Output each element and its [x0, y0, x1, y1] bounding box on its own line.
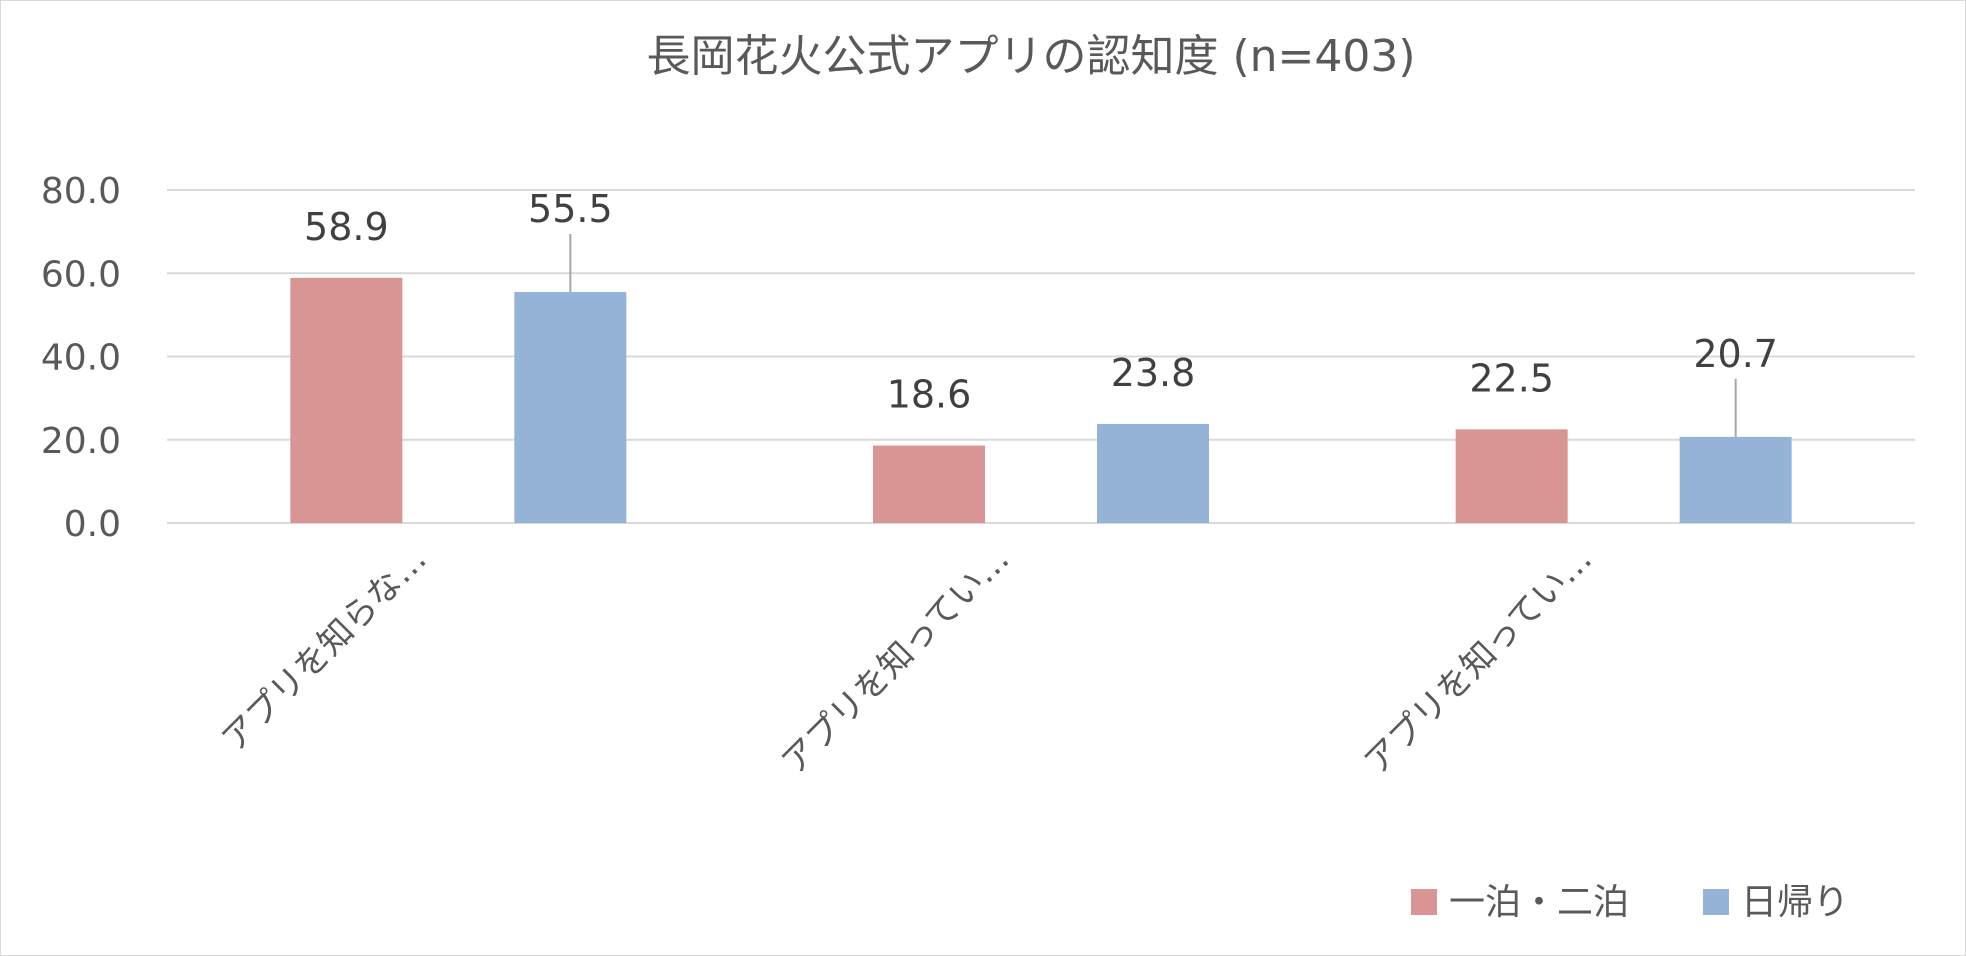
- data-label: 20.7: [1693, 332, 1778, 376]
- bar: [514, 291, 627, 523]
- data-label: 58.9: [304, 205, 389, 249]
- data-label: 22.5: [1469, 356, 1554, 400]
- y-tick-label: 60.0: [41, 254, 121, 295]
- bar: [1455, 429, 1568, 523]
- data-label: 23.8: [1111, 351, 1196, 395]
- y-tick-label: 0.0: [64, 504, 121, 545]
- bars: [290, 277, 1792, 523]
- y-axis-ticks: 0.0 20.0 40.0 60.0 80.0: [41, 171, 121, 545]
- chart-title: 長岡花火公式アプリの認知度 (n=403): [646, 31, 1415, 82]
- y-tick-label: 40.0: [41, 338, 121, 379]
- bar: [290, 277, 403, 523]
- legend-swatch: [1703, 889, 1729, 915]
- legend-label: 一泊・二泊: [1449, 882, 1629, 923]
- bar: [1097, 423, 1209, 523]
- data-label: 18.6: [887, 373, 972, 417]
- data-labels: 58.9 55.5 18.6 23.8 22.5 20.7: [304, 187, 1778, 437]
- legend: 一泊・二泊 日帰り: [1411, 882, 1849, 923]
- bar: [1679, 436, 1792, 523]
- y-tick-label: 20.0: [41, 421, 121, 462]
- legend-label: 日帰り: [1741, 882, 1849, 923]
- category-label: アプリを知ってい…: [1357, 539, 1600, 782]
- data-label: 55.5: [528, 187, 613, 231]
- category-labels: アプリを知らな… アプリを知ってい… アプリを知ってい…: [214, 539, 1600, 782]
- category-label: アプリを知ってい…: [774, 539, 1017, 782]
- bar: [873, 445, 985, 523]
- y-tick-label: 80.0: [41, 171, 121, 212]
- category-label: アプリを知らな…: [214, 539, 435, 760]
- gridlines: [167, 189, 1915, 524]
- legend-swatch: [1411, 889, 1437, 915]
